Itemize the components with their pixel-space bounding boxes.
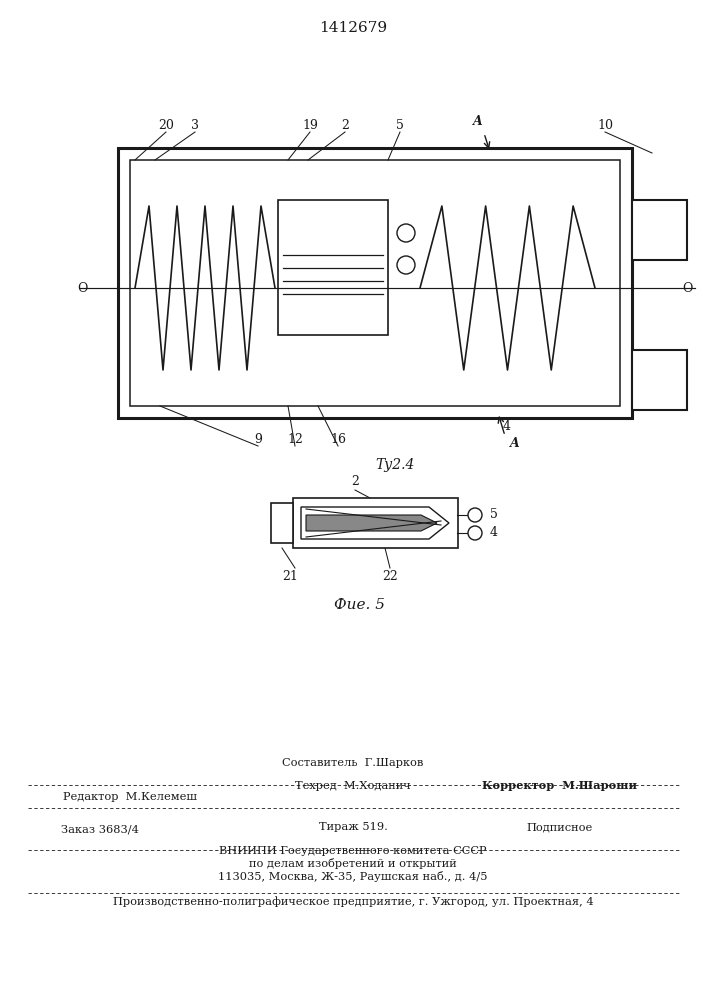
- Text: 113035, Москва, Ж-35, Раушская наб., д. 4/5: 113035, Москва, Ж-35, Раушская наб., д. …: [218, 871, 488, 882]
- Circle shape: [468, 508, 482, 522]
- Text: A: A: [473, 115, 483, 128]
- Text: A: A: [510, 437, 520, 450]
- Text: 5: 5: [396, 119, 404, 132]
- Bar: [130, 160, 620, 406]
- Polygon shape: [301, 507, 449, 539]
- Text: Составитель  Г.Шарков: Составитель Г.Шарков: [282, 758, 423, 768]
- Text: 21: 21: [282, 570, 298, 583]
- Text: O: O: [77, 282, 87, 294]
- Text: 1412679: 1412679: [319, 21, 387, 35]
- Text: 10: 10: [597, 119, 613, 132]
- Text: Корректор  М.Шароши: Корректор М.Шароши: [482, 780, 638, 791]
- Text: 19: 19: [302, 119, 318, 132]
- Circle shape: [468, 526, 482, 540]
- Bar: [271, 503, 293, 543]
- Text: 20: 20: [158, 119, 174, 132]
- Text: Заказ 3683/4: Заказ 3683/4: [61, 825, 139, 835]
- Circle shape: [397, 224, 415, 242]
- Bar: [278, 200, 388, 335]
- Text: 5: 5: [490, 508, 498, 522]
- Polygon shape: [306, 515, 437, 531]
- Text: по делам изобретений и открытий: по делам изобретений и открытий: [249, 858, 457, 869]
- Text: Τу2.4: Τу2.4: [375, 458, 414, 472]
- Text: 22: 22: [382, 570, 398, 583]
- Text: 16: 16: [330, 433, 346, 446]
- Text: ВНИИПИ Государственного комитета СССР: ВНИИПИ Государственного комитета СССР: [219, 846, 486, 856]
- Bar: [118, 148, 632, 418]
- Text: 12: 12: [287, 433, 303, 446]
- Text: O: O: [683, 282, 693, 294]
- Text: 9: 9: [254, 433, 262, 446]
- Text: 3: 3: [191, 119, 199, 132]
- Text: 2: 2: [351, 475, 359, 488]
- Circle shape: [397, 256, 415, 274]
- Bar: [632, 200, 687, 260]
- Text: Тираж 519.: Тираж 519.: [319, 822, 387, 832]
- Text: Редактор  М.Келемеш: Редактор М.Келемеш: [63, 792, 197, 802]
- Text: Фие. 5: Фие. 5: [334, 598, 385, 612]
- Bar: [293, 498, 458, 548]
- Text: Производственно-полиграфическое предприятие, г. Ужгород, ул. Проектная, 4: Производственно-полиграфическое предприя…: [112, 896, 593, 907]
- Bar: [632, 350, 687, 410]
- Text: Подписное: Подписное: [527, 822, 593, 832]
- Text: Техред  М.Ходанич: Техред М.Ходанич: [296, 781, 411, 791]
- Text: 4: 4: [490, 526, 498, 540]
- Text: 4: 4: [503, 420, 511, 433]
- Text: 2: 2: [341, 119, 349, 132]
